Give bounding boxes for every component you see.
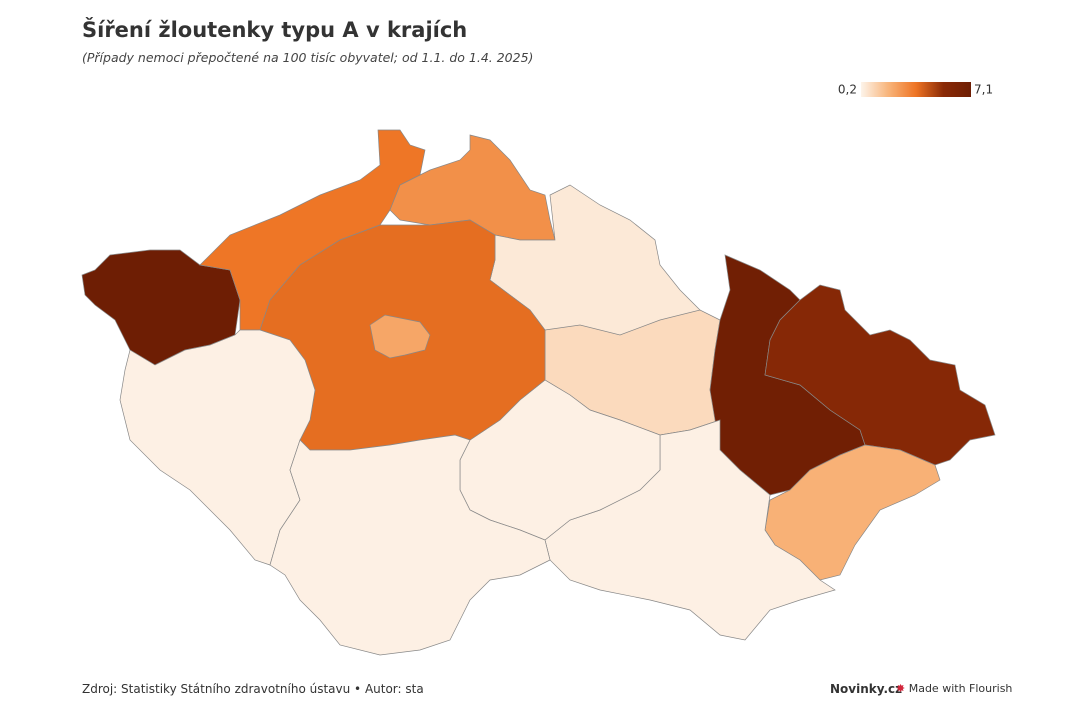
subtitle: (Případy nemoci přepočtené na 100 tisíc …: [82, 50, 534, 65]
region: [764, 284, 996, 466]
region: [269, 434, 551, 656]
title: Šíření žloutenky typu A v krajích: [82, 18, 468, 42]
source: Zdroj: Statistiky Státního zdravotního ú…: [82, 682, 424, 696]
made-with: ✸ Made with Flourish: [896, 682, 1012, 695]
made-with-text: Made with Flourish: [908, 682, 1013, 695]
flourish-icon: ✸: [896, 682, 906, 695]
legend-min: 0,2: [838, 83, 857, 97]
region: [369, 314, 431, 359]
brand: Novinky.cz: [830, 682, 903, 696]
legend-max: 7,1: [974, 83, 993, 97]
legend-bar: [861, 82, 971, 97]
